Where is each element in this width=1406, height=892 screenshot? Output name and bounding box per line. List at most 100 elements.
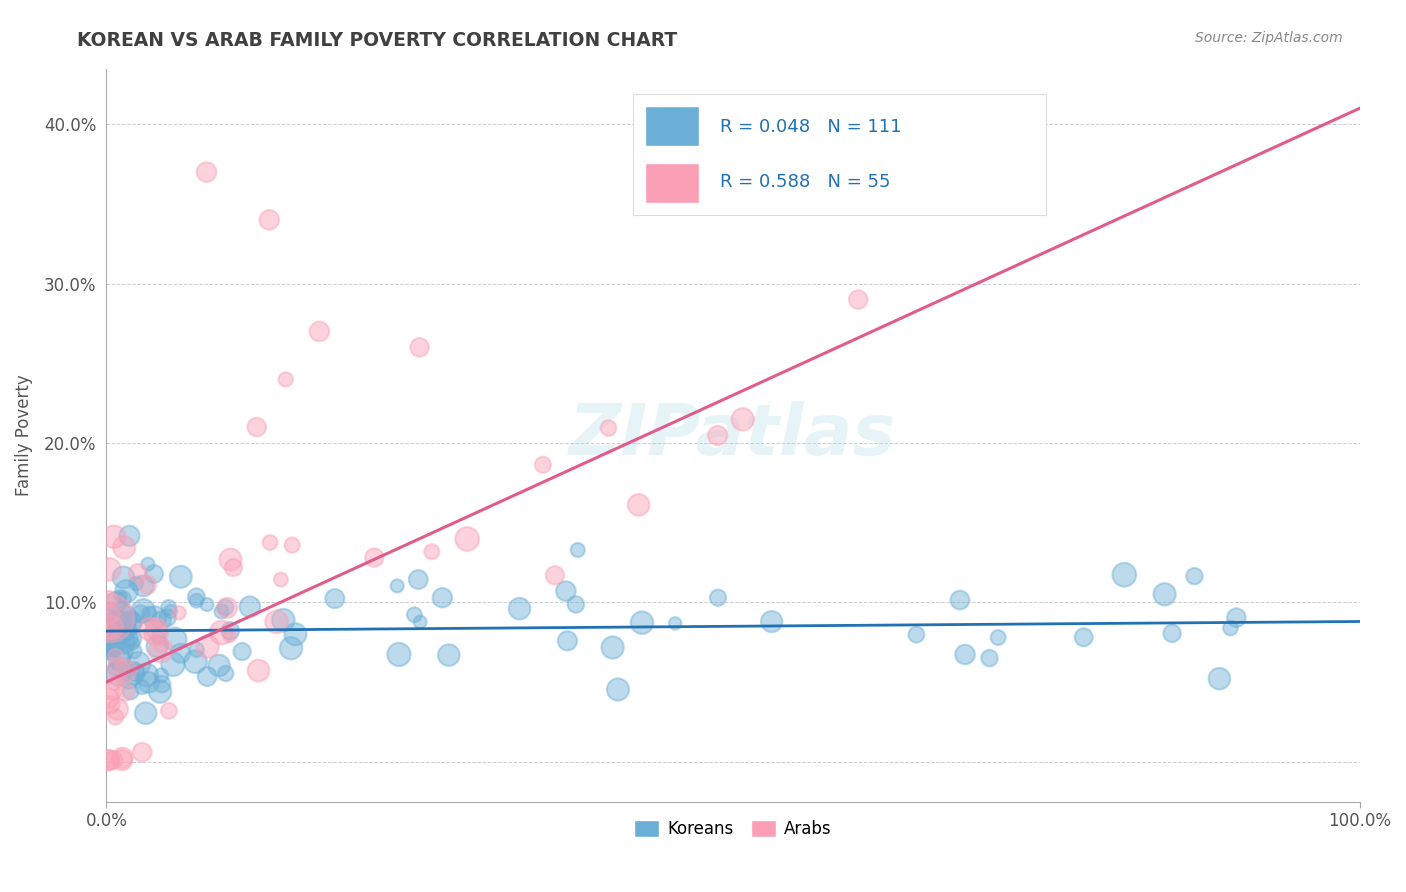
Point xyxy=(195,165,218,179)
Point xyxy=(731,412,754,426)
Point xyxy=(121,632,143,646)
Point xyxy=(98,592,121,607)
Point xyxy=(115,584,138,599)
Point xyxy=(195,598,218,612)
Point xyxy=(97,637,120,651)
Point xyxy=(567,543,589,558)
Point xyxy=(138,675,160,690)
Point xyxy=(509,601,531,615)
Point xyxy=(157,704,180,718)
Point xyxy=(247,664,270,678)
Point xyxy=(270,573,292,587)
Point xyxy=(157,600,180,615)
Point xyxy=(323,591,346,606)
Point xyxy=(112,591,135,606)
Point xyxy=(150,668,173,682)
Point xyxy=(129,607,152,621)
Y-axis label: Family Poverty: Family Poverty xyxy=(15,374,32,496)
Point xyxy=(432,591,454,605)
Point xyxy=(104,648,127,663)
Point xyxy=(437,648,460,662)
Point xyxy=(273,613,295,627)
Point xyxy=(404,607,426,622)
Point xyxy=(979,651,1001,665)
Point xyxy=(103,638,125,652)
Point xyxy=(219,624,242,638)
Point xyxy=(132,579,155,593)
Point xyxy=(631,615,654,630)
Point xyxy=(97,607,120,622)
Point xyxy=(761,615,783,629)
Point xyxy=(531,458,554,472)
Point xyxy=(308,325,330,339)
Point xyxy=(1184,569,1206,583)
Point xyxy=(953,648,976,662)
Point xyxy=(217,600,239,615)
Point xyxy=(159,605,181,619)
Point xyxy=(707,591,730,605)
Point xyxy=(896,143,918,157)
Point xyxy=(1219,621,1241,635)
Point xyxy=(104,661,127,675)
Point xyxy=(108,619,131,633)
Point xyxy=(231,644,253,658)
Point xyxy=(103,676,125,690)
Point xyxy=(409,615,432,629)
Point xyxy=(98,640,121,655)
Point xyxy=(114,684,136,698)
Point xyxy=(146,640,169,654)
Point xyxy=(107,666,129,681)
Point xyxy=(281,538,304,552)
Point xyxy=(139,622,162,636)
Point xyxy=(112,635,135,649)
Point xyxy=(162,657,184,672)
Point xyxy=(1073,630,1095,644)
Point xyxy=(664,616,686,631)
Point xyxy=(274,372,297,386)
Point xyxy=(149,643,172,657)
Point xyxy=(602,640,624,655)
Point xyxy=(127,657,149,671)
Point xyxy=(149,639,172,653)
Point xyxy=(118,615,141,630)
Point xyxy=(219,552,242,566)
Point xyxy=(565,598,588,612)
Point xyxy=(186,593,208,607)
Point xyxy=(122,644,145,658)
Point xyxy=(111,646,134,660)
Point xyxy=(184,655,207,669)
Point xyxy=(122,666,145,681)
Point xyxy=(257,213,280,227)
Point xyxy=(706,428,728,442)
Point xyxy=(101,619,124,633)
Point xyxy=(208,658,231,673)
Point xyxy=(211,625,233,640)
Point xyxy=(143,611,166,625)
Point xyxy=(150,614,173,628)
Point xyxy=(135,668,157,682)
Point xyxy=(544,568,567,582)
Point xyxy=(110,605,132,619)
Point xyxy=(108,651,131,665)
Point xyxy=(97,642,120,657)
Legend: Koreans, Arabs: Koreans, Arabs xyxy=(627,813,838,845)
Text: ZIPatlas: ZIPatlas xyxy=(569,401,897,469)
Point xyxy=(114,611,136,625)
Point xyxy=(170,570,193,584)
Point xyxy=(1161,626,1184,640)
Point xyxy=(148,631,170,645)
Text: KOREAN VS ARAB FAMILY POVERTY CORRELATION CHART: KOREAN VS ARAB FAMILY POVERTY CORRELATIO… xyxy=(77,31,678,50)
Point xyxy=(143,566,166,581)
Point xyxy=(284,627,307,641)
Text: Source: ZipAtlas.com: Source: ZipAtlas.com xyxy=(1195,31,1343,45)
Point xyxy=(1114,567,1136,582)
Point xyxy=(97,753,120,767)
Point xyxy=(214,600,236,615)
Point xyxy=(118,529,141,543)
Point xyxy=(218,629,240,643)
Point xyxy=(387,579,409,593)
Point xyxy=(111,753,134,767)
Point xyxy=(98,562,121,576)
Point xyxy=(149,684,172,698)
Point xyxy=(150,677,173,691)
